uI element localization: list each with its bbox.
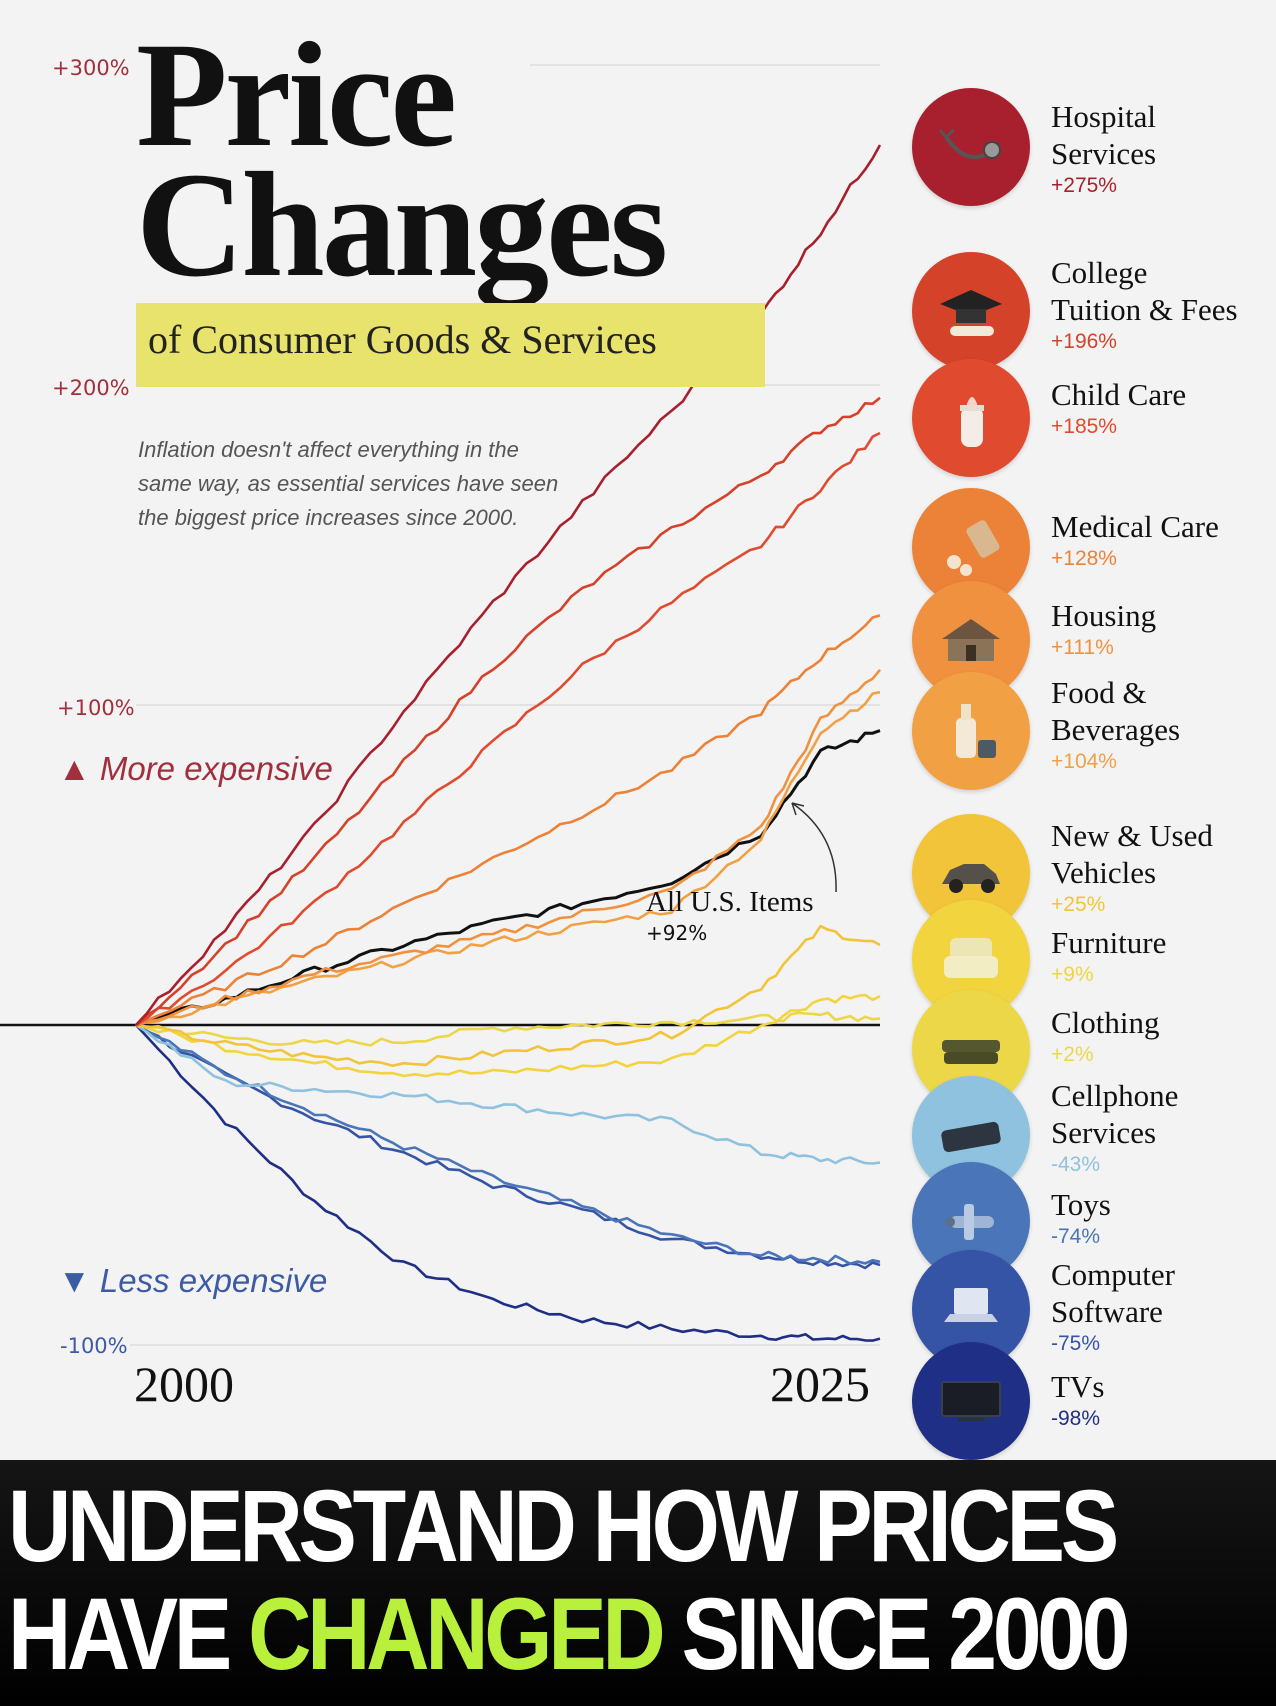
series-line-child-care bbox=[135, 431, 881, 1027]
all-items-arrow bbox=[791, 802, 837, 893]
legend-clothing: Clothing +2% bbox=[0, 0, 1276, 1108]
caption-banner: UNDERSTAND HOW PRICES HAVE CHANGED SINCE… bbox=[0, 1460, 1276, 1706]
all-items-value: +92% bbox=[646, 921, 708, 945]
stethoscope-icon bbox=[912, 88, 1030, 206]
baby-bottle-icon bbox=[912, 359, 1030, 477]
less-expensive-text: Less expensive bbox=[99, 1262, 328, 1299]
year-end: 2025 bbox=[770, 1356, 870, 1412]
legend-label-1: TVs bbox=[1051, 1369, 1105, 1404]
legend-label-2: Software bbox=[1051, 1294, 1163, 1329]
y-tick-300: +300% bbox=[52, 56, 130, 80]
subtitle-highlight bbox=[136, 303, 765, 387]
legend-pct: +25% bbox=[1051, 893, 1106, 916]
car-icon bbox=[912, 814, 1030, 932]
series-line-cellphone-services bbox=[135, 1023, 881, 1165]
legend-pct: +196% bbox=[1051, 330, 1117, 353]
series-line-food-beverages bbox=[135, 690, 881, 1027]
cellphone-icon bbox=[912, 1076, 1030, 1194]
title-changes: Changes bbox=[136, 142, 668, 308]
year-start: 2000 bbox=[134, 1356, 234, 1412]
series-line-clothing bbox=[135, 1011, 881, 1047]
legend-cellphone-services: Cellphone Services -43% bbox=[0, 0, 1276, 1194]
series-line-hospital-services bbox=[135, 144, 882, 1026]
legend-pct: +185% bbox=[1051, 415, 1117, 438]
legend-pct: -75% bbox=[1051, 1332, 1101, 1355]
legend-college-tuition: College Tuition & Fees +196% bbox=[0, 0, 1276, 370]
more-expensive-label: ▲ More expensive bbox=[58, 750, 333, 788]
series-line-new-used-vehicles bbox=[135, 924, 881, 1067]
legend-pct: -43% bbox=[1051, 1153, 1101, 1176]
triangle-down-icon: ▼ bbox=[58, 1262, 91, 1299]
legend-pct: +128% bbox=[1051, 547, 1117, 570]
milk-bottle-icon bbox=[912, 672, 1030, 790]
legend-label-2: Services bbox=[1051, 136, 1157, 171]
series-line-toys bbox=[135, 1023, 881, 1266]
legend-pct: +104% bbox=[1051, 750, 1117, 773]
banner-line-2: HAVE CHANGED SINCE 2000 bbox=[8, 1576, 1131, 1693]
legend-hospital-services: Hospital Services +275% bbox=[0, 0, 1276, 206]
legend-label-1: Cellphone bbox=[1051, 1078, 1179, 1113]
legend-label-1: College bbox=[1051, 255, 1148, 290]
more-expensive-text: More expensive bbox=[99, 750, 333, 787]
legend-pct: +9% bbox=[1051, 963, 1094, 986]
tv-icon bbox=[912, 1342, 1030, 1460]
graduation-cap-icon bbox=[912, 252, 1030, 370]
banner-post: SINCE 2000 bbox=[661, 1577, 1131, 1691]
legend-label-2: Beverages bbox=[1051, 712, 1181, 747]
legend-label-1: Furniture bbox=[1051, 925, 1167, 960]
banner-line-1: UNDERSTAND HOW PRICES bbox=[8, 1469, 1119, 1583]
banner-highlight: CHANGED bbox=[248, 1577, 666, 1691]
all-items-annotation: All U.S. Items +92% bbox=[646, 886, 814, 945]
legend-label-1: Toys bbox=[1051, 1187, 1111, 1222]
intro-text: Inflation doesn't affect everything in t… bbox=[138, 437, 559, 530]
legend-label-1: Medical Care bbox=[1051, 509, 1219, 544]
legend-vehicles: New & Used Vehicles +25% bbox=[0, 0, 1276, 932]
banner-pre: HAVE bbox=[8, 1577, 249, 1691]
legend-label-2: Vehicles bbox=[1051, 855, 1157, 890]
legend-child-care: Child Care +185% bbox=[0, 0, 1276, 477]
series-line-computer-software bbox=[135, 1023, 881, 1270]
legend-pct: +275% bbox=[1051, 174, 1117, 197]
legend-food-beverages: Food & Beverages +104% bbox=[0, 0, 1276, 790]
legend-label-1: Housing bbox=[1051, 598, 1157, 633]
all-items-name: All U.S. Items bbox=[646, 886, 814, 918]
y-tick-200: +200% bbox=[52, 376, 130, 400]
legend-computer-software: Computer Software -75% bbox=[0, 0, 1276, 1368]
legend-pct: +111% bbox=[1051, 636, 1114, 659]
triangle-up-icon: ▲ bbox=[58, 750, 91, 787]
legend-label-1: New & Used bbox=[1051, 818, 1213, 853]
y-tick-100: +100% bbox=[57, 696, 135, 720]
legend-tvs: TVs -98% bbox=[0, 0, 1276, 1460]
legend-label-1: Computer bbox=[1051, 1257, 1175, 1292]
less-expensive-label: ▼ Less expensive bbox=[58, 1262, 327, 1300]
series-line-medical-care bbox=[135, 614, 881, 1027]
subtitle: of Consumer Goods & Services bbox=[148, 317, 657, 362]
series-line-furniture bbox=[135, 993, 881, 1078]
legend-label-1: Food & bbox=[1051, 675, 1147, 710]
series-line-tvs bbox=[135, 1024, 881, 1342]
legend-pct: +2% bbox=[1051, 1043, 1094, 1066]
legend-pct: -98% bbox=[1051, 1407, 1101, 1430]
legend-label-2: Services bbox=[1051, 1115, 1157, 1150]
legend-label-1: Clothing bbox=[1051, 1005, 1160, 1040]
y-tick-minus-100: -100% bbox=[60, 1334, 128, 1358]
legend-medical-care: Medical Care +128% bbox=[0, 0, 1276, 606]
legend-label-1: Hospital bbox=[1051, 99, 1157, 134]
legend-label-1: Child Care bbox=[1051, 377, 1187, 412]
price-chart bbox=[0, 64, 882, 1346]
series-line-housing bbox=[135, 668, 881, 1027]
legend-label-2: Tuition & Fees bbox=[1051, 292, 1238, 327]
title-price: Price bbox=[136, 12, 457, 178]
series-line-college-tuition-fees bbox=[135, 396, 881, 1026]
legend-pct: -74% bbox=[1051, 1225, 1101, 1248]
